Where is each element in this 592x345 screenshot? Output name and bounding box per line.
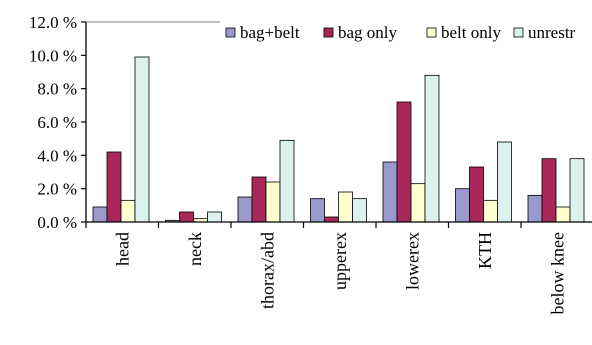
bar-unrestr-5 [497, 141, 512, 223]
bar-unrestr-6 [569, 158, 585, 223]
legend-label: bag only [338, 23, 398, 42]
bar-belt-only-6 [555, 206, 571, 223]
bar-unrestr-4 [424, 74, 440, 223]
bar-bag-belt-6 [527, 194, 543, 223]
bar-bag-belt-5 [455, 188, 470, 223]
bar-bag-only-5 [469, 166, 484, 223]
bar-belt-only-4 [410, 183, 426, 223]
legend-swatch [225, 27, 236, 38]
bar-bag-belt-0 [92, 206, 108, 223]
bar-unrestr-0 [134, 56, 150, 223]
bar-bag-only-0 [106, 151, 122, 223]
category-label: head [112, 232, 132, 266]
legend-swatch [426, 27, 437, 38]
bar-bag-belt-2 [237, 196, 253, 223]
y-tick-label: 4.0 % [37, 146, 77, 165]
category-label: below knee [547, 232, 567, 314]
legend-label: bag+belt [240, 23, 300, 42]
bar-unrestr-1 [207, 211, 222, 223]
legend-swatch [323, 27, 334, 38]
y-tick-label: 10.0 % [29, 46, 77, 65]
bar-belt-only-2 [265, 181, 281, 223]
bar-bag-only-4 [396, 101, 412, 223]
bar-unrestr-2 [279, 139, 295, 223]
bar-bag-belt-3 [310, 198, 325, 223]
y-tick-label: 6.0 % [37, 113, 77, 132]
bar-bag-only-3 [324, 216, 339, 223]
bar-unrestr-3 [352, 198, 367, 223]
category-label: neck [185, 232, 205, 266]
y-tick-label: 0.0 % [37, 213, 77, 232]
category-label: upperex [330, 232, 350, 290]
legend-label: belt only [441, 23, 501, 42]
legend-swatch [513, 27, 524, 38]
bars-layer [92, 56, 585, 223]
bar-belt-only-5 [483, 199, 498, 223]
y-ticks-layer: 0.0 % 2.0 % 4.0 % 6.0 % 8.0 % 10.0 % 12.0 % [29, 13, 86, 232]
category-label: thorax/abd [257, 232, 277, 309]
legend: bag+belt bag only belt only unrestr [225, 23, 576, 42]
legend-label: unrestr [528, 23, 576, 42]
bar-belt-only-3 [338, 191, 353, 223]
bar-bag-only-2 [251, 176, 267, 223]
y-tick-label: 12.0 % [29, 13, 77, 32]
bar-bag-only-1 [179, 211, 194, 223]
y-tick-label: 2.0 % [37, 180, 77, 199]
category-labels-layer: head neck thorax/abd upperex lowerex KTH below… [112, 232, 567, 314]
bar-bag-belt-4 [382, 161, 398, 223]
y-tick-label: 8.0 % [37, 80, 77, 99]
category-label: lowerex [402, 232, 422, 290]
bar-belt-only-0 [120, 199, 136, 223]
category-label: KTH [475, 232, 495, 269]
bar-bag-only-6 [541, 158, 557, 223]
